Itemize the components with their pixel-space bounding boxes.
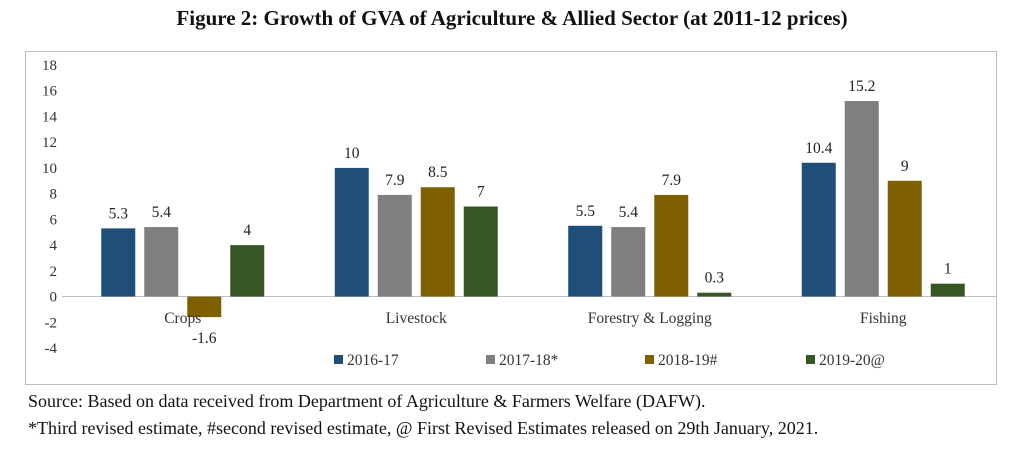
bar (420, 187, 455, 297)
y-tick-label: 6 (50, 212, 58, 228)
legend-swatch (334, 355, 343, 364)
bar (187, 296, 222, 318)
data-label: 5.5 (576, 203, 596, 220)
y-tick-label: 0 (50, 290, 58, 306)
data-label: 7.9 (662, 172, 682, 189)
bar (930, 283, 965, 297)
data-label: 8.5 (428, 164, 448, 181)
y-tick-label: 10 (42, 161, 57, 177)
chart-frame (25, 51, 997, 385)
y-tick-label: -2 (45, 315, 58, 331)
category-label: Fishing (860, 310, 907, 327)
bar (654, 194, 689, 297)
bar (887, 180, 922, 297)
legend-label: 2016-17 (347, 352, 399, 369)
category-label: Crops (164, 310, 201, 327)
data-label: 5.4 (152, 204, 172, 221)
data-label: 4 (243, 222, 251, 239)
legend-label: 2017-18* (499, 352, 559, 369)
legend-swatch (486, 355, 495, 364)
data-label: 0.3 (705, 270, 725, 287)
y-tick-label: 14 (42, 109, 58, 125)
bar (101, 228, 136, 297)
y-tick-label: 8 (50, 187, 58, 203)
legend-label: 2018-19# (658, 352, 718, 369)
y-tick-label: -4 (45, 341, 58, 357)
legend-swatch (806, 355, 815, 364)
bar (334, 167, 369, 297)
bar (463, 206, 498, 297)
category-label: Forestry & Logging (588, 310, 712, 327)
legend-label: 2019-20@ (819, 352, 885, 369)
data-label: 10 (344, 145, 360, 162)
data-label: 5.3 (109, 205, 129, 222)
y-tick-label: 2 (50, 264, 58, 280)
bar (230, 245, 265, 297)
data-label: 15.2 (848, 78, 875, 95)
bar (697, 292, 732, 297)
bar (801, 162, 836, 297)
chart-title: Figure 2: Growth of GVA of Agriculture &… (176, 6, 848, 30)
legend-swatch (645, 355, 654, 364)
data-label: 9 (901, 158, 909, 175)
data-label: -1.6 (192, 330, 217, 347)
data-label: 1 (944, 261, 952, 278)
bar (568, 225, 603, 297)
source-note: Source: Based on data received from Depa… (28, 391, 706, 411)
bar (611, 227, 646, 297)
bar (844, 101, 879, 297)
y-tick-label: 4 (50, 238, 58, 254)
y-tick-label: 12 (42, 135, 57, 151)
bar (144, 227, 179, 297)
y-tick-label: 18 (42, 58, 57, 74)
category-label: Livestock (386, 310, 447, 327)
data-label: 10.4 (805, 140, 832, 157)
data-label: 7.9 (385, 172, 405, 189)
data-label: 5.4 (619, 204, 639, 221)
footnote: *Third revised estimate, #second revised… (28, 418, 819, 438)
bar (377, 194, 412, 297)
y-tick-label: 16 (42, 84, 58, 100)
data-label: 7 (477, 184, 485, 201)
